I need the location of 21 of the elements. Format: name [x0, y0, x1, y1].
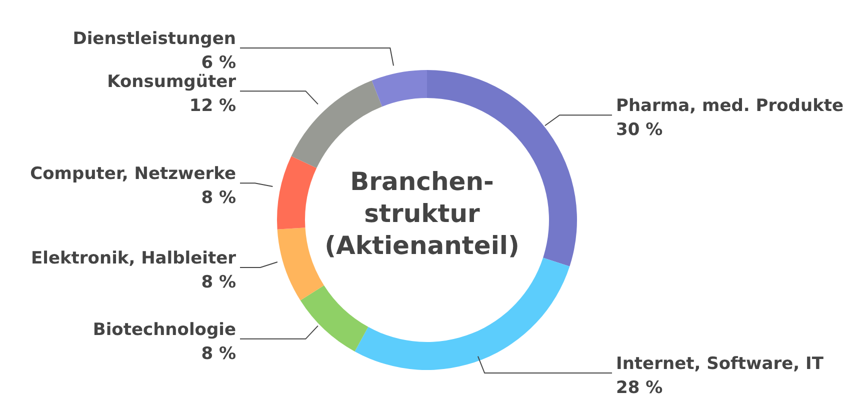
donut-slice: [354, 258, 570, 370]
data-label: 28 %: [616, 378, 663, 398]
slice-label: Konsumgüter: [107, 72, 237, 92]
donut-slice: [277, 228, 324, 300]
donut-slice: [372, 70, 427, 107]
slice-label: Elektronik, Halbleiter: [31, 248, 237, 269]
data-label: 12 %: [189, 96, 236, 116]
slice-label: Pharma, med. Produkte: [616, 96, 844, 116]
slice-label: Computer, Netzwerke: [30, 164, 236, 184]
data-label: 8 %: [201, 272, 236, 293]
data-label: 30 %: [616, 120, 663, 140]
donut-slice: [277, 156, 317, 230]
data-label: 8 %: [201, 188, 236, 208]
donut-slice: [300, 285, 368, 352]
slice-label: Biotechnologie: [92, 320, 236, 340]
data-label: 6 %: [201, 53, 236, 74]
slice-label: Internet, Software, IT: [616, 354, 824, 374]
text: Branchen- struktur (Aktienanteil): [324, 166, 520, 260]
slice-label: Dienstleistungen: [72, 29, 236, 50]
data-label: 8 %: [201, 344, 236, 364]
donut-slice: [291, 80, 382, 168]
